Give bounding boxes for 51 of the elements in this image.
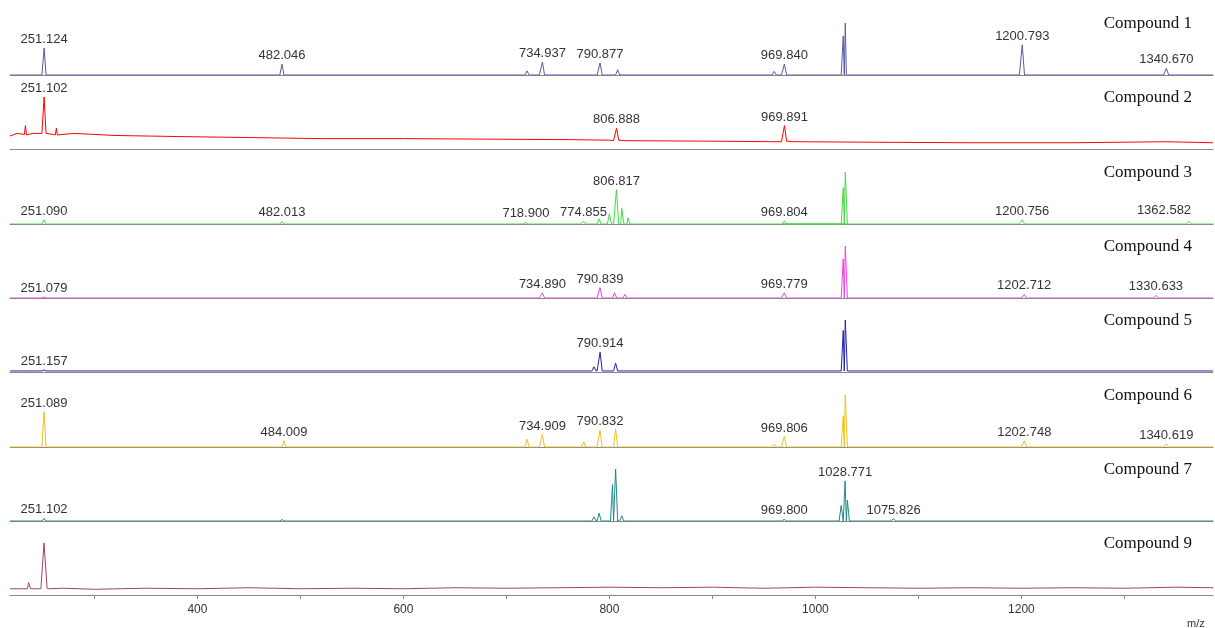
annotation: 806.888 xyxy=(593,111,641,127)
x-tick-label: 600 xyxy=(393,602,414,617)
annotation: 1340.619 xyxy=(1139,426,1194,442)
chart-title: Compound 9 xyxy=(1103,533,1192,553)
annotation: 969.804 xyxy=(760,203,808,219)
annotation: 790.839 xyxy=(576,270,624,286)
annotation: 790.914 xyxy=(576,335,624,351)
annotation: 1200.793 xyxy=(995,27,1050,43)
annotation: 734.890 xyxy=(518,275,566,291)
annotation: 790.832 xyxy=(576,412,624,428)
annotation: 790.877 xyxy=(576,46,624,62)
annotation: 734.937 xyxy=(518,45,566,60)
annotation: 1028.771 xyxy=(817,463,873,479)
annotation: 969.800 xyxy=(760,502,808,518)
x-tick-label: 400 xyxy=(187,602,208,617)
annotation: 251.102 xyxy=(20,501,68,517)
annotation: 1340.670 xyxy=(1139,51,1194,67)
chart-title: Compound 3 xyxy=(1103,161,1192,181)
chart-title: Compound 5 xyxy=(1103,310,1192,330)
annotation: 251.124 xyxy=(20,30,68,46)
annotation: 1330.633 xyxy=(1128,278,1184,294)
annotation: 734.909 xyxy=(518,417,566,433)
annotation: 251.157 xyxy=(20,353,68,369)
annotation: 1202.712 xyxy=(997,277,1052,293)
chart-title: Compound 4 xyxy=(1103,235,1193,255)
annotation: 484.009 xyxy=(260,423,308,439)
annotation: 1075.826 xyxy=(866,501,921,517)
annotation: 251.102 xyxy=(20,80,68,96)
annotation: 774.855 xyxy=(560,203,608,219)
annotation: 1202.748 xyxy=(997,423,1052,439)
annotation: 718.900 xyxy=(502,205,550,221)
chart-title: Compound 6 xyxy=(1103,384,1192,404)
chart-title: Compound 7 xyxy=(1103,458,1193,478)
annotation: 251.079 xyxy=(20,279,68,295)
annotation: 251.089 xyxy=(20,394,68,410)
annotation: 806.817 xyxy=(592,172,640,188)
annotation: 482.013 xyxy=(258,203,306,219)
chart-title: Compound 2 xyxy=(1103,87,1192,107)
annotation: 969.806 xyxy=(760,419,808,435)
x-tick-label: 800 xyxy=(599,602,620,617)
x-tick-label: 1000 xyxy=(802,602,830,617)
x-tick-label: 1200 xyxy=(1008,602,1036,617)
annotation: 969.779 xyxy=(760,275,808,291)
annotation: 969.891 xyxy=(760,108,808,124)
annotation: 969.840 xyxy=(760,47,808,63)
chart-title: Compound 1 xyxy=(1103,13,1192,32)
annotation: 482.046 xyxy=(258,47,306,63)
annotation: 251.090 xyxy=(20,202,68,218)
x-axis-title: m/z xyxy=(1187,616,1205,628)
annotation: 1200.756 xyxy=(995,202,1050,218)
annotation: 1362.582 xyxy=(1136,201,1192,217)
